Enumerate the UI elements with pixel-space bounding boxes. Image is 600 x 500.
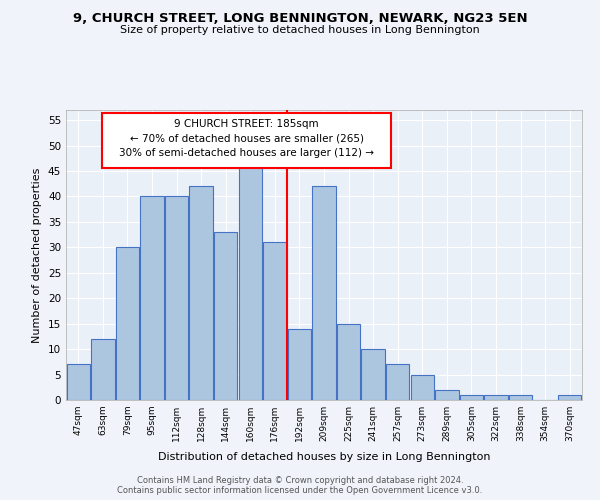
X-axis label: Distribution of detached houses by size in Long Bennington: Distribution of detached houses by size … xyxy=(158,452,490,462)
Bar xyxy=(361,349,385,400)
Bar xyxy=(313,186,335,400)
Bar xyxy=(435,390,458,400)
Text: 9 CHURCH STREET: 185sqm: 9 CHURCH STREET: 185sqm xyxy=(174,118,319,128)
Bar xyxy=(91,339,115,400)
Text: Contains HM Land Registry data © Crown copyright and database right 2024.: Contains HM Land Registry data © Crown c… xyxy=(137,476,463,485)
Bar xyxy=(337,324,360,400)
Bar xyxy=(67,364,90,400)
Bar xyxy=(410,374,434,400)
Text: ← 70% of detached houses are smaller (265): ← 70% of detached houses are smaller (26… xyxy=(130,133,364,143)
Bar xyxy=(190,186,213,400)
Bar xyxy=(386,364,409,400)
Bar xyxy=(484,395,508,400)
Bar xyxy=(558,395,581,400)
Bar xyxy=(263,242,287,400)
Bar xyxy=(239,166,262,400)
Bar xyxy=(509,395,532,400)
Bar xyxy=(116,248,139,400)
Bar xyxy=(214,232,238,400)
Text: 9, CHURCH STREET, LONG BENNINGTON, NEWARK, NG23 5EN: 9, CHURCH STREET, LONG BENNINGTON, NEWAR… xyxy=(73,12,527,26)
Bar xyxy=(140,196,164,400)
Text: Contains public sector information licensed under the Open Government Licence v3: Contains public sector information licen… xyxy=(118,486,482,495)
Y-axis label: Number of detached properties: Number of detached properties xyxy=(32,168,43,342)
Bar xyxy=(288,329,311,400)
Text: 30% of semi-detached houses are larger (112) →: 30% of semi-detached houses are larger (… xyxy=(119,148,374,158)
Text: Size of property relative to detached houses in Long Bennington: Size of property relative to detached ho… xyxy=(120,25,480,35)
Bar xyxy=(460,395,483,400)
FancyBboxPatch shape xyxy=(102,113,391,168)
Bar xyxy=(165,196,188,400)
